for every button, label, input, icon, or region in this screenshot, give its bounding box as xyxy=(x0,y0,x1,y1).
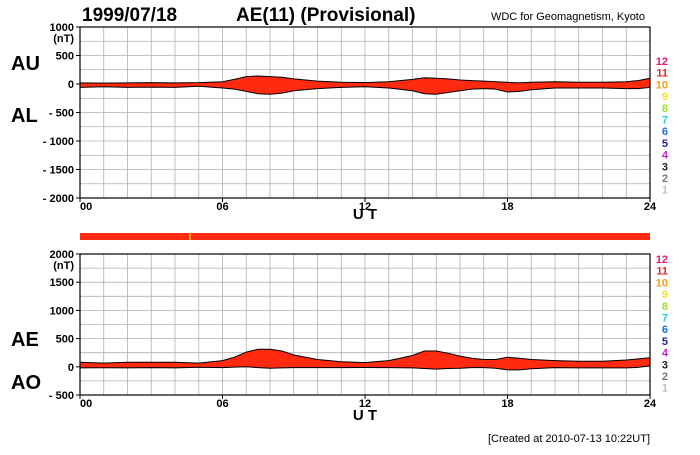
y-tick-label: 0 xyxy=(68,79,74,91)
legend-station-5: 5 xyxy=(662,336,668,348)
x-tick-label: 06 xyxy=(216,201,228,213)
legend-station-7: 7 xyxy=(662,313,668,325)
x-tick-label: 24 xyxy=(644,398,657,410)
legend-station-6: 6 xyxy=(662,324,668,336)
x-axis-label: U T xyxy=(353,206,377,223)
series-line-ao xyxy=(79,365,651,371)
legend-station-3: 3 xyxy=(662,359,668,371)
legend-station-2: 2 xyxy=(662,173,668,185)
legend-station-12: 12 xyxy=(656,56,668,68)
side-label-ae: AE xyxy=(11,329,39,351)
legend-station-2: 2 xyxy=(662,371,668,383)
series-line-al xyxy=(79,85,651,95)
y-tick-label: 500 xyxy=(56,334,74,346)
legend-station-12: 12 xyxy=(656,254,668,266)
ae-ao-panel: 2000 1500 1000 500 0 - 500 (nT) 00 06 12 18 24 U T AE… xyxy=(11,249,657,424)
band-fill-area xyxy=(80,76,650,95)
y-tick-label: - 1000 xyxy=(43,136,74,148)
series-line-au xyxy=(79,75,651,84)
legend-station-4: 4 xyxy=(662,150,669,162)
legend-station-9: 9 xyxy=(662,289,668,301)
legend-station-1: 1 xyxy=(662,185,668,197)
y-tick-label: 1000 xyxy=(50,22,74,34)
x-tick-label: 18 xyxy=(501,201,513,213)
y-tick-label: - 2000 xyxy=(43,193,74,205)
y-tick-label: 500 xyxy=(56,51,74,63)
legend-station-8: 8 xyxy=(662,103,668,115)
legend-station-1: 1 xyxy=(662,383,668,395)
x-tick-label: 12 xyxy=(359,398,371,410)
side-label-ao: AO xyxy=(11,372,41,394)
legend-station-11: 11 xyxy=(656,266,668,278)
side-label-au: AU xyxy=(11,53,40,75)
band-fill-area xyxy=(80,349,650,370)
x-tick-label: 00 xyxy=(80,398,92,410)
x-tick-label: 24 xyxy=(644,201,657,213)
source-label: WDC for Geomagnetism, Kyoto xyxy=(491,11,645,23)
y-tick-label: 0 xyxy=(68,362,74,374)
x-tick-label: 18 xyxy=(501,398,513,410)
index-title: AE(11) (Provisional) xyxy=(236,5,416,26)
y-tick-label: - 500 xyxy=(49,390,74,402)
au-al-panel: 1000 500 0 - 500 - 1000 - 1500 - 2000 (nT) 00 06 1… xyxy=(11,22,657,223)
legend-station-10: 10 xyxy=(656,277,668,289)
station-coverage-bar xyxy=(80,233,650,240)
x-tick-label: 00 xyxy=(80,201,92,213)
y-tick-label: 2000 xyxy=(50,249,74,261)
coverage-bar xyxy=(80,233,650,240)
legend-station-11: 11 xyxy=(656,68,668,80)
y-tick-label: 1000 xyxy=(50,305,74,317)
legend-station-9: 9 xyxy=(662,91,668,103)
series-line-ae xyxy=(79,348,651,364)
side-label-al: AL xyxy=(11,105,38,127)
x-axis-label: U T xyxy=(353,407,377,424)
y-tick-label: 1500 xyxy=(50,277,74,289)
y-tick-label: - 1500 xyxy=(43,165,74,177)
x-tick-label: 12 xyxy=(359,201,371,213)
legend-station-5: 5 xyxy=(662,138,668,150)
legend-station-10: 10 xyxy=(656,79,668,91)
y-axis-unit-label: (nT) xyxy=(53,260,74,272)
date-title: 1999/07/18 xyxy=(82,5,177,26)
created-timestamp: [Created at 2010-07-13 10:22UT] xyxy=(488,433,650,445)
legend-station-6: 6 xyxy=(662,126,668,138)
legend-station-7: 7 xyxy=(662,115,668,127)
coverage-gap-mark xyxy=(189,233,191,240)
legend-station-8: 8 xyxy=(662,301,668,313)
legend-station-3: 3 xyxy=(662,161,668,173)
x-tick-label: 06 xyxy=(216,398,228,410)
y-axis-unit-label: (nT) xyxy=(53,33,74,45)
y-tick-label: - 500 xyxy=(49,108,74,120)
legend-station-4: 4 xyxy=(662,348,669,360)
